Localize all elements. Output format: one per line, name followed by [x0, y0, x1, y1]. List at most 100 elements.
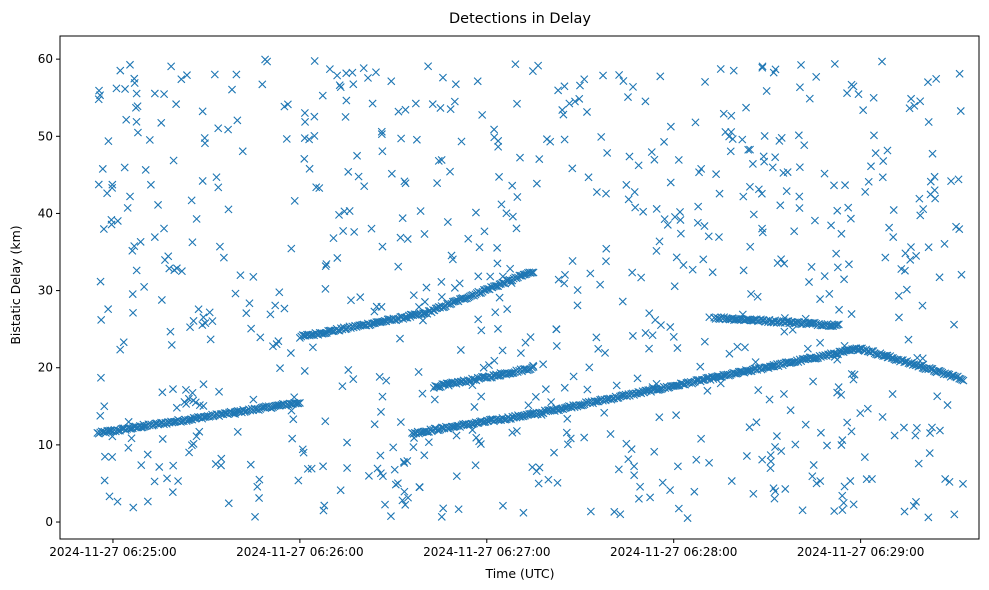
detection-marker	[758, 455, 767, 464]
detection-marker	[782, 187, 791, 196]
detection-marker	[585, 363, 594, 372]
detection-marker	[838, 436, 847, 445]
detection-marker	[160, 90, 169, 99]
detection-marker	[457, 137, 466, 146]
detection-marker	[772, 432, 781, 441]
detection-marker	[280, 102, 289, 111]
detection-marker	[833, 206, 842, 215]
detection-marker	[655, 413, 664, 422]
detection-marker	[586, 269, 595, 278]
detection-marker	[712, 170, 721, 179]
detection-marker	[286, 349, 295, 358]
detection-marker	[344, 167, 353, 176]
detection-marker	[622, 439, 631, 448]
detection-marker	[398, 496, 407, 505]
detection-marker	[136, 237, 145, 246]
detection-marker	[198, 107, 207, 116]
detection-marker	[733, 342, 742, 351]
detection-marker	[708, 268, 717, 277]
detection-marker	[832, 249, 841, 258]
detection-marker	[335, 81, 344, 90]
detection-marker	[491, 308, 500, 317]
detection-marker	[762, 86, 771, 95]
detection-marker	[528, 67, 537, 76]
plot-frame	[59, 35, 980, 540]
detection-marker	[624, 455, 633, 464]
detection-marker	[674, 155, 683, 164]
detection-marker	[96, 373, 105, 382]
detection-marker	[652, 204, 661, 213]
detection-marker	[950, 320, 959, 329]
detection-marker	[418, 389, 427, 398]
y-tick-label: 10	[38, 438, 53, 452]
detection-marker	[933, 392, 942, 401]
detection-marker	[550, 448, 559, 457]
detection-marker	[830, 181, 838, 190]
detection-marker	[869, 131, 878, 140]
detection-marker	[641, 97, 650, 106]
detection-marker	[769, 360, 778, 369]
detection-marker	[454, 505, 463, 514]
detection-marker	[446, 167, 455, 176]
detection-marker	[794, 357, 803, 366]
detection-marker	[167, 62, 176, 71]
detection-marker	[246, 460, 255, 469]
detection-marker	[318, 91, 327, 100]
detection-marker	[655, 385, 664, 394]
detection-marker	[554, 275, 563, 284]
detection-marker	[438, 73, 447, 82]
detection-marker	[565, 99, 574, 108]
detection-marker	[434, 382, 443, 391]
detection-marker	[214, 183, 223, 192]
detection-marker	[437, 277, 446, 286]
detection-marker	[837, 229, 846, 238]
detection-marker	[738, 310, 747, 319]
detection-marker	[387, 169, 396, 178]
detection-marker	[493, 243, 502, 252]
detection-marker	[624, 195, 633, 204]
detection-marker	[932, 74, 941, 83]
detection-marker	[526, 268, 535, 277]
detection-marker	[103, 189, 112, 198]
detection-marker	[494, 142, 503, 151]
detection-marker	[180, 398, 189, 406]
detection-marker	[373, 464, 382, 473]
detection-marker	[890, 431, 899, 440]
detection-marker	[249, 272, 258, 281]
detection-marker	[905, 104, 914, 113]
axes: 0 10 20 30 40 50 60 2024-11-27 06:25:00 2024-11-…	[38, 52, 925, 559]
detection-marker	[345, 207, 354, 215]
detection-marker	[554, 86, 563, 95]
detection-marker	[205, 308, 214, 317]
detection-marker	[376, 451, 385, 460]
y-tick-label: 20	[38, 361, 53, 375]
detection-marker	[478, 110, 487, 119]
detection-marker	[506, 369, 515, 378]
detection-marker	[471, 461, 480, 470]
detection-marker	[646, 493, 655, 502]
detection-marker	[126, 60, 134, 69]
detection-marker	[356, 293, 365, 302]
detection-marker	[878, 57, 887, 66]
detection-marker	[150, 89, 159, 98]
detection-marker	[840, 341, 849, 350]
detection-marker	[746, 242, 755, 251]
detection-marker	[634, 494, 643, 503]
detection-marker	[766, 451, 775, 460]
detection-marker	[322, 260, 331, 269]
detection-marker	[912, 251, 921, 260]
detection-marker	[464, 234, 473, 243]
detection-marker	[513, 99, 521, 108]
detection-marker	[805, 94, 814, 103]
detection-marker	[749, 489, 758, 498]
detection-marker	[781, 484, 790, 493]
detection-marker	[780, 327, 789, 336]
detection-marker	[941, 475, 950, 484]
detection-marker	[812, 479, 821, 488]
detection-marker	[742, 103, 751, 112]
detection-marker	[424, 438, 433, 447]
detection-marker	[602, 189, 611, 198]
detection-marker	[452, 431, 461, 440]
detection-marker	[816, 477, 825, 486]
detection-marker	[177, 75, 186, 84]
